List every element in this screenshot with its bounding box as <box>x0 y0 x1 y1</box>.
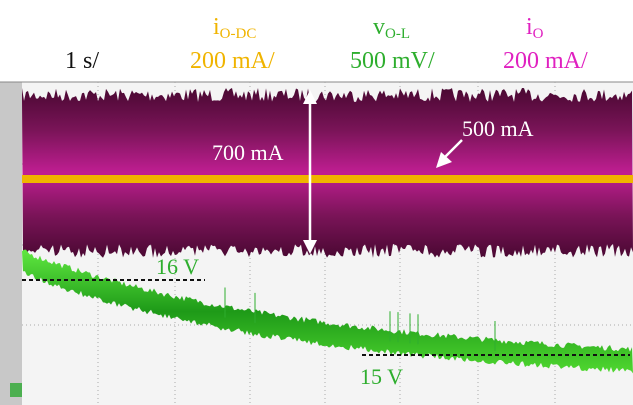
channel-symbol: i <box>526 14 533 40</box>
channel-symbol: i <box>213 14 220 40</box>
dc-label: 500 mA <box>462 116 534 141</box>
io-trace <box>22 88 633 258</box>
vol-trace <box>22 249 633 374</box>
channel-name: vO-L <box>373 14 410 42</box>
channel-name: iO-DC <box>213 14 256 42</box>
v-high-label: 16 V <box>156 254 199 279</box>
v-low-label: 15 V <box>360 364 403 389</box>
channel-subscript: O-L <box>385 26 410 42</box>
channel-name: iO <box>526 14 544 42</box>
arrows <box>303 90 463 254</box>
spikes <box>224 287 496 352</box>
channel-scale: 200 mA/ <box>503 48 588 74</box>
channel-scale: 200 mA/ <box>190 48 275 74</box>
io-dc-trace <box>22 175 633 183</box>
channel-subscript: O <box>533 26 544 42</box>
channel-symbol: v <box>373 14 385 40</box>
channel-scale: 500 mV/ <box>350 48 435 74</box>
ripple-label: 700 mA <box>212 140 284 165</box>
side-strip <box>0 82 22 405</box>
channel-subscript: O-DC <box>220 26 257 42</box>
timebase: 1 s/ <box>65 48 99 74</box>
marker <box>10 383 22 397</box>
